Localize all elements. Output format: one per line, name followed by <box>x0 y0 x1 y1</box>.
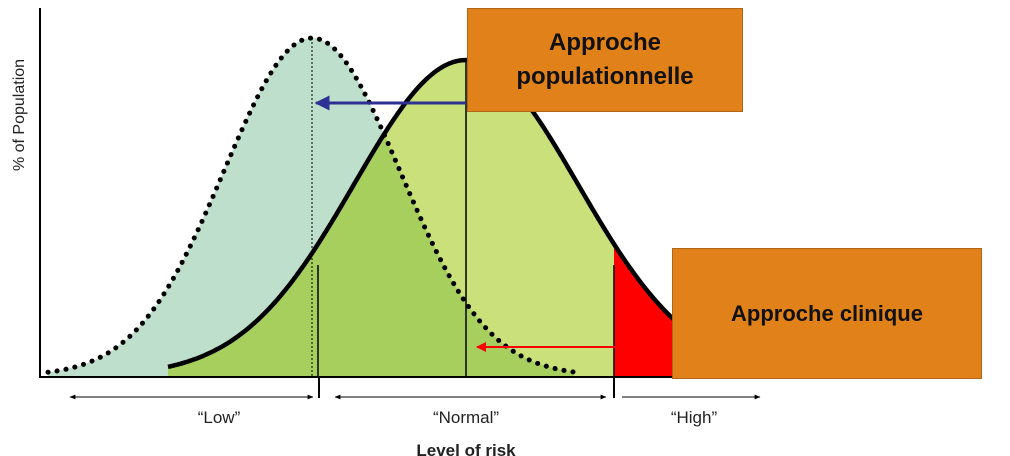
clinical-approach-label: Approche clinique <box>731 300 923 326</box>
x-axis-label: Level of risk <box>416 441 516 456</box>
clinical-approach-box: Approche clinique <box>672 248 982 379</box>
high-range-label: “High” <box>671 408 718 427</box>
population-approach-box: Approche populationnelle <box>467 8 743 112</box>
current-distribution-curve <box>167 57 682 370</box>
shifted-distribution-curve <box>45 35 577 375</box>
low-range-label: “Low” <box>198 408 241 427</box>
normal-range-label: “Normal” <box>433 408 499 427</box>
y-axis-label: % of Population <box>11 59 28 171</box>
population-approach-label: Approche populationnelle <box>516 29 694 90</box>
high-risk-area <box>614 244 690 376</box>
